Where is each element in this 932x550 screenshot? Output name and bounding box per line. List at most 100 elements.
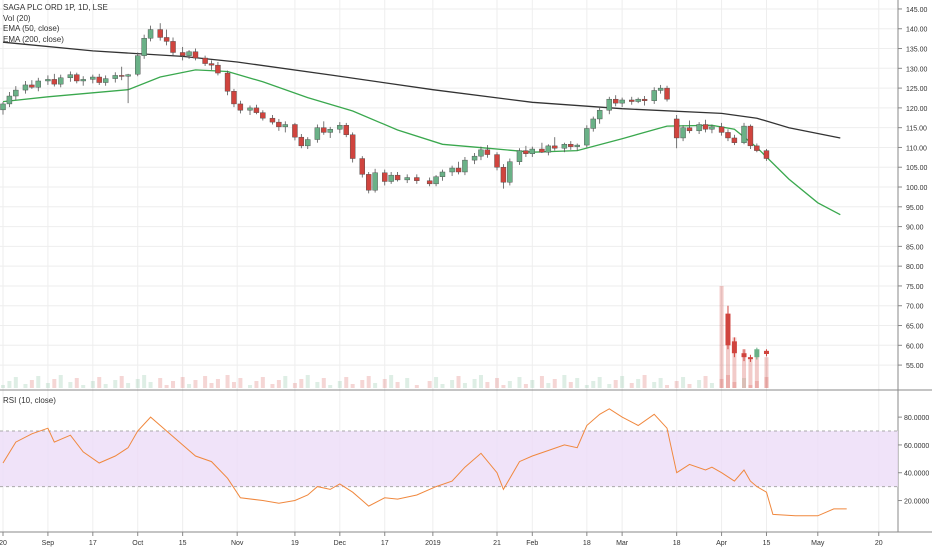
candle [725, 129, 731, 142]
volume-bar [620, 376, 625, 388]
candle [112, 72, 118, 83]
candle [680, 125, 686, 142]
candle [224, 70, 231, 96]
candle [51, 73, 58, 87]
candle [90, 74, 96, 84]
volume-bar [414, 385, 419, 388]
volume-bar [36, 376, 41, 388]
candle [231, 88, 237, 108]
candle [651, 87, 657, 104]
volume-indicator-label[interactable]: Vol (20) [3, 13, 31, 23]
candle-body [179, 52, 186, 56]
volume-bar [485, 382, 490, 388]
candle [426, 177, 433, 187]
candle-body [170, 41, 176, 53]
candle-body [561, 144, 568, 149]
candle [253, 104, 260, 115]
candle-body [157, 29, 163, 38]
symbol-label[interactable]: SAGA PLC ORD 1P, 1D, LSE [3, 3, 108, 12]
volume-bar [687, 384, 692, 388]
candle-body [529, 148, 536, 154]
candle [365, 171, 372, 194]
candle-body [327, 129, 333, 133]
candle [455, 161, 462, 175]
candle-body [494, 154, 500, 168]
volume-bar [209, 383, 214, 388]
candle [471, 152, 478, 165]
candle-body [349, 134, 356, 159]
rsi-indicator-label[interactable]: RSI (10, close) [3, 396, 56, 405]
candle-body [471, 155, 478, 161]
volume-spike-bar [719, 285, 724, 388]
candle-body [269, 117, 276, 123]
candle-body [163, 37, 170, 42]
price-tick-label: 60.00 [906, 343, 924, 350]
candle-body [321, 127, 327, 133]
candle [433, 175, 439, 187]
volume-bar [642, 375, 647, 388]
price-tick-label: 115.00 [906, 126, 927, 133]
volume-bar [366, 376, 371, 388]
candle-body [365, 174, 372, 191]
volume-bar [90, 381, 95, 388]
candle [135, 52, 141, 77]
candle-body [22, 84, 29, 91]
candle-body [449, 167, 455, 173]
candle-body [394, 174, 401, 181]
candle [613, 95, 619, 107]
ema50-indicator-label[interactable]: EMA (50, close) [3, 24, 60, 33]
price-tick-label: 70.00 [906, 304, 924, 311]
candle-body [192, 51, 199, 59]
candle [606, 96, 612, 115]
volume-bar [74, 378, 79, 388]
candle [321, 121, 327, 135]
volume-bar [719, 379, 724, 388]
price-axis: 55.00 60.00 65.00 70.00 75.00 80.00 85.00 90.00… [898, 7, 928, 370]
candle-body [13, 89, 19, 97]
candle-body [552, 145, 558, 149]
volume-bar [283, 376, 288, 388]
volume-bar [732, 382, 737, 388]
volume-candle-body [763, 350, 769, 355]
volume-bar [681, 377, 686, 388]
time-tick-label: 20 [0, 540, 7, 547]
volume-bar [193, 380, 198, 388]
volume-bar [158, 378, 163, 388]
volume-bar [742, 378, 747, 388]
candle-body [426, 180, 433, 185]
candle [6, 92, 13, 108]
candle [282, 121, 288, 133]
candle-body [51, 79, 58, 85]
candle-body [718, 126, 725, 133]
volume-bar [81, 385, 86, 388]
volume-bar [584, 385, 589, 388]
candle-body [523, 150, 529, 154]
candle [439, 169, 446, 181]
volume-bar [507, 381, 512, 388]
volume-bar [315, 382, 320, 388]
candle [494, 152, 500, 171]
time-tick-label: Feb [526, 540, 538, 547]
candle-body [439, 171, 446, 177]
candle-body [253, 107, 260, 113]
time-tick-label: 18 [673, 540, 681, 547]
candle-body [433, 176, 439, 185]
price-tick-label: 135.00 [906, 47, 928, 54]
price-tick-label: 90.00 [906, 225, 924, 232]
volume-bar [7, 381, 12, 388]
volume-bar [45, 383, 50, 388]
candle [202, 55, 208, 66]
candle [45, 75, 51, 85]
price-tick-label: 125.00 [906, 86, 928, 93]
candle [247, 105, 253, 116]
candle-body [67, 74, 74, 79]
candle [388, 171, 394, 184]
volume-candle-body [741, 353, 747, 358]
volume-bar [764, 377, 769, 388]
volume-bar [501, 385, 506, 388]
candle-body [651, 90, 657, 101]
ema200-indicator-label[interactable]: EMA (200, close) [3, 34, 64, 44]
volume-bar [478, 375, 483, 388]
volume-bar [350, 384, 355, 388]
